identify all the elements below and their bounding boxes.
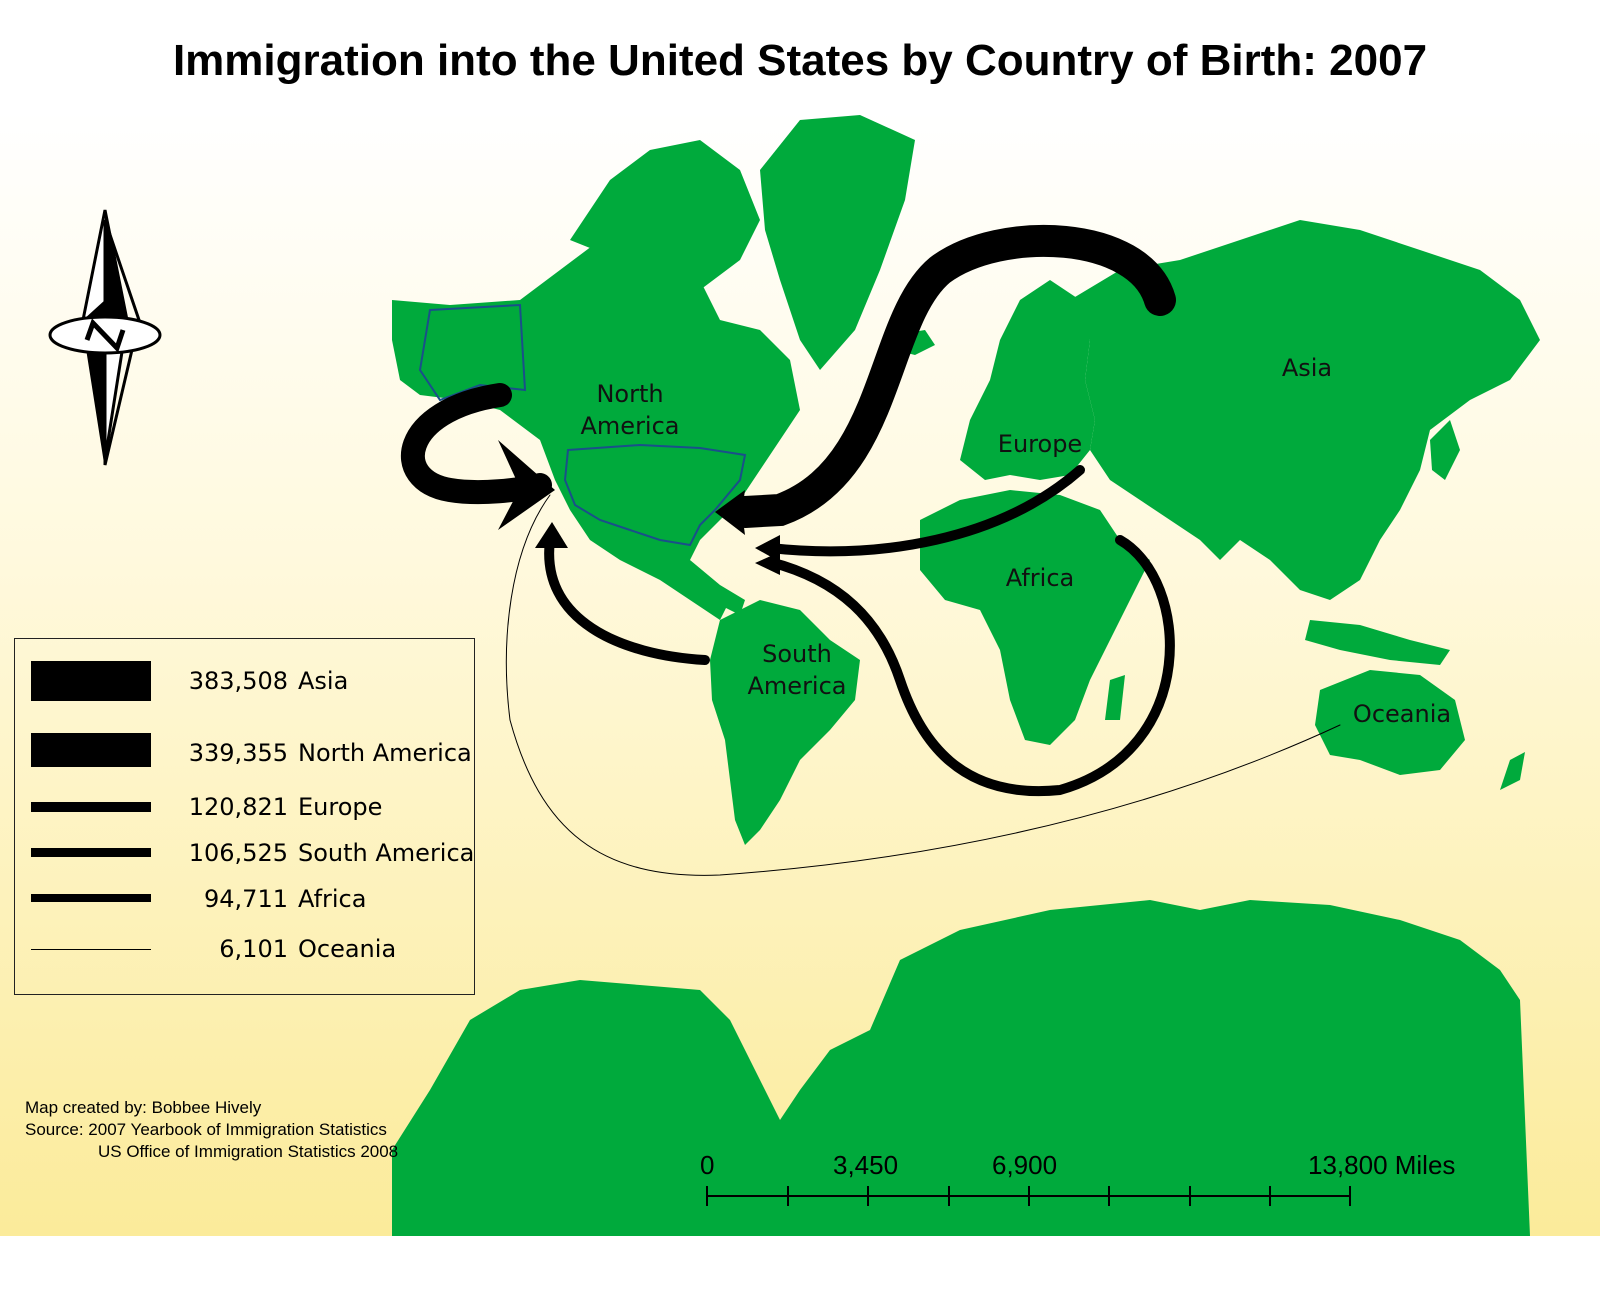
- legend-symbol-north-america: [31, 733, 151, 767]
- legend-symbol-south-america: [31, 848, 151, 857]
- new-zealand-landmass: [1500, 752, 1525, 790]
- legend-symbol-europe: [31, 802, 151, 812]
- africa-label: Africa: [1005, 564, 1075, 592]
- africa-flow-arrow: [765, 535, 1175, 797]
- north-america-arrowhead: [498, 440, 555, 530]
- legend-value-africa: 94,711: [204, 885, 288, 913]
- legend-row-oceania: 6,101 Oceania: [15, 933, 474, 973]
- south-america-arrowhead: [535, 522, 568, 548]
- legend-symbol-asia: [31, 661, 151, 701]
- usa-outline: [563, 443, 747, 547]
- antarctica-landmass: [392, 900, 1530, 1236]
- legend-symbol-africa: [31, 894, 151, 902]
- legend-value-north-america: 339,355: [188, 739, 288, 767]
- japan-landmass: [1430, 420, 1460, 480]
- north-america-flow-arrow: [401, 383, 552, 505]
- legend-row-africa: 94,711 Africa: [15, 881, 474, 921]
- north-arrow-icon: [48, 209, 162, 466]
- europe-landmass: [960, 280, 1095, 480]
- legend-name-north-america: North America: [298, 739, 472, 767]
- central-america: [690, 560, 745, 615]
- greenland-landmass: [760, 115, 915, 370]
- asia-landmass: [1070, 220, 1540, 600]
- south-america-label-line1: South: [762, 640, 832, 668]
- legend-value-oceania: 6,101: [219, 935, 288, 963]
- madagascar-landmass: [1105, 675, 1125, 720]
- legend-symbol-oceania: [31, 949, 151, 950]
- legend-name-europe: Europe: [298, 793, 383, 821]
- asia-label: Asia: [1281, 354, 1333, 382]
- europe-label: Europe: [997, 430, 1083, 458]
- north-america-label: North America: [570, 378, 690, 442]
- legend-name-oceania: Oceania: [298, 935, 397, 963]
- scale-bar: [706, 1186, 1351, 1206]
- scale-label-6900: 6,900: [992, 1150, 1058, 1180]
- legend-row-north-america: 339,355 North America: [15, 727, 474, 767]
- credits-author: Map created by: Bobbee Hively: [25, 1098, 262, 1117]
- southeast-asia-islands: [1305, 620, 1450, 665]
- australia-landmass: [1315, 670, 1465, 775]
- north-america-label-line1: North: [596, 380, 664, 408]
- legend-row-asia: 383,508 Asia: [15, 655, 474, 701]
- legend: 383,508 Asia 339,355 North America 120,8…: [14, 638, 475, 995]
- scale-label-3450: 3,450: [833, 1150, 899, 1180]
- africa-landmass: [920, 490, 1150, 745]
- oceania-label: Oceania: [1352, 700, 1452, 728]
- europe-flow-arrow: [765, 465, 1085, 557]
- south-america-label-line2: America: [747, 672, 847, 700]
- south-america-label: South America: [732, 638, 862, 702]
- legend-row-south-america: 106,525 South America: [15, 835, 474, 875]
- scale-label-0: 0: [700, 1150, 715, 1180]
- map-title: Immigration into the United States by Co…: [172, 36, 1428, 85]
- map-credits: Map created by: Bobbee Hively Source: 20…: [25, 1097, 398, 1163]
- legend-name-asia: Asia: [298, 667, 349, 695]
- legend-value-europe: 120,821: [188, 793, 288, 821]
- credits-office: US Office of Immigration Statistics 2008: [98, 1142, 399, 1161]
- legend-row-europe: 120,821 Europe: [15, 789, 474, 829]
- legend-name-south-america: South America: [298, 839, 475, 867]
- credits-source: Source: 2007 Yearbook of Immigration Sta…: [25, 1120, 387, 1139]
- legend-value-south-america: 106,525: [188, 839, 288, 867]
- asia-flow-arrow: [729, 224, 1176, 528]
- south-america-landmass: [710, 600, 860, 845]
- legend-name-africa: Africa: [298, 885, 367, 913]
- africa-arrowhead: [755, 552, 780, 575]
- oceania-flow-arrow: [505, 494, 1341, 876]
- south-america-flow-arrow: [544, 535, 710, 665]
- arctic-islands: [570, 140, 760, 290]
- legend-value-asia: 383,508: [188, 667, 288, 695]
- asia-arrowhead: [715, 490, 745, 535]
- scale-label-13800: 13,800 Miles: [1308, 1150, 1456, 1180]
- north-america-label-line2: America: [580, 412, 680, 440]
- alaska-outline: [418, 303, 527, 402]
